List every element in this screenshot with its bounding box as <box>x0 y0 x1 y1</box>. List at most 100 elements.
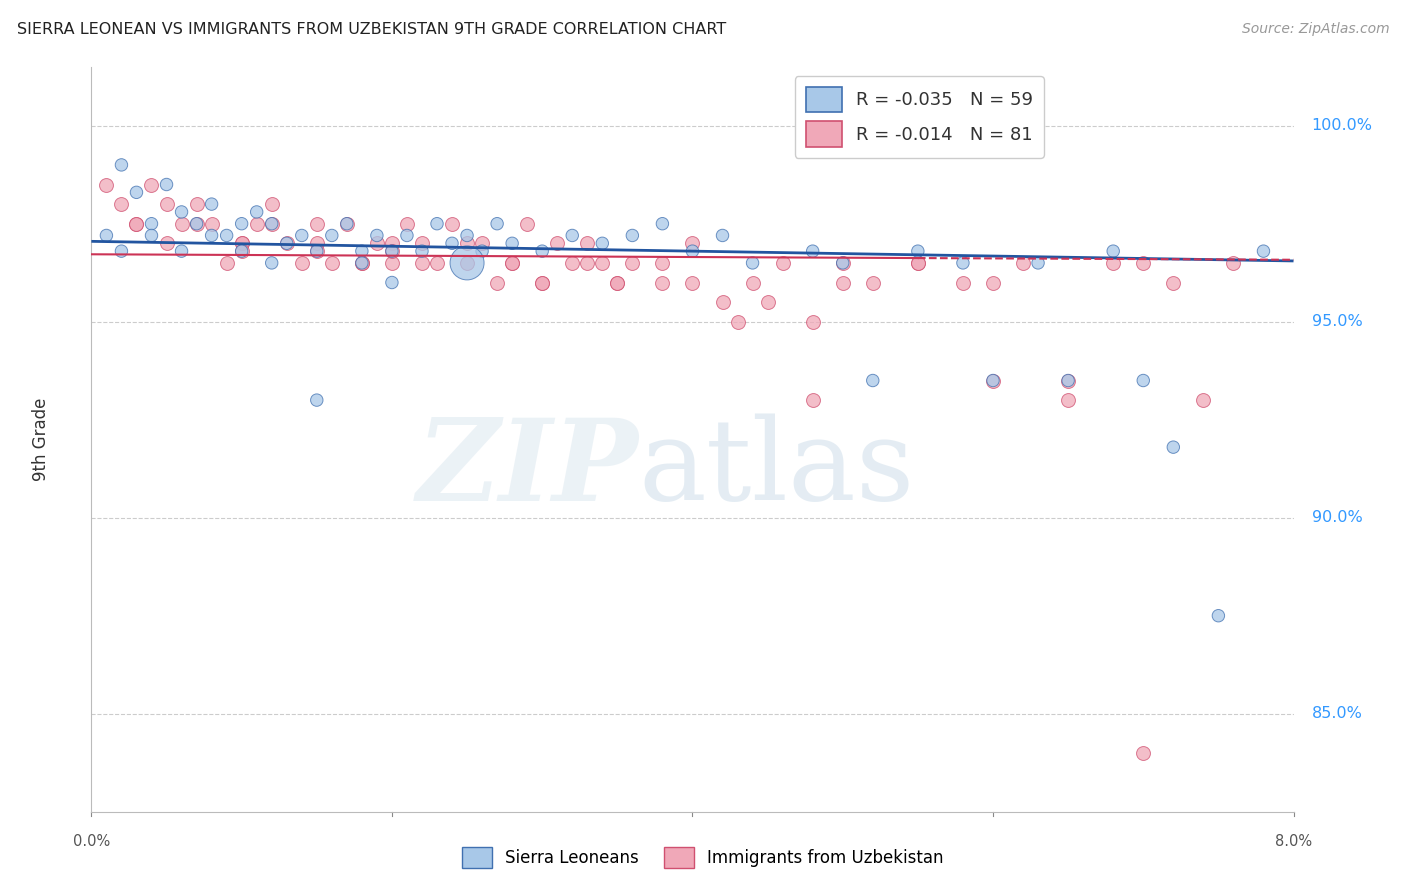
Point <box>395 228 418 243</box>
Point <box>141 217 163 231</box>
Point <box>681 236 703 251</box>
Point <box>215 256 238 270</box>
Text: atlas: atlas <box>638 414 915 524</box>
Point <box>291 256 314 270</box>
Point <box>981 276 1004 290</box>
Point <box>201 197 224 211</box>
Point <box>681 244 703 259</box>
Point <box>456 228 478 243</box>
Point <box>907 256 929 270</box>
Point <box>381 276 404 290</box>
Point <box>1102 256 1125 270</box>
Point <box>1057 374 1080 388</box>
Point <box>110 158 132 172</box>
Point <box>1192 393 1215 408</box>
Point <box>336 217 359 231</box>
Point <box>125 217 148 231</box>
Text: 8.0%: 8.0% <box>1275 834 1312 849</box>
Point <box>170 244 193 259</box>
Point <box>170 205 193 219</box>
Point <box>1132 256 1154 270</box>
Point <box>291 228 314 243</box>
Point <box>1012 256 1035 270</box>
Point <box>125 217 148 231</box>
Point <box>741 256 763 270</box>
Point <box>276 236 298 251</box>
Point <box>1161 276 1184 290</box>
Point <box>561 228 583 243</box>
Point <box>606 276 628 290</box>
Point <box>411 236 433 251</box>
Point <box>576 236 599 251</box>
Point <box>260 256 283 270</box>
Point <box>155 197 177 211</box>
Point <box>336 217 359 231</box>
Point <box>681 276 703 290</box>
Point <box>350 256 373 270</box>
Point <box>260 217 283 231</box>
Point <box>831 256 853 270</box>
Point <box>546 236 568 251</box>
Point <box>381 256 404 270</box>
Text: 95.0%: 95.0% <box>1312 314 1362 329</box>
Point <box>440 236 463 251</box>
Point <box>952 276 974 290</box>
Point <box>231 236 253 251</box>
Point <box>305 236 328 251</box>
Point <box>246 205 269 219</box>
Text: 90.0%: 90.0% <box>1312 510 1362 525</box>
Point <box>621 228 644 243</box>
Point <box>651 256 673 270</box>
Point <box>231 236 253 251</box>
Point <box>155 178 177 192</box>
Point <box>170 217 193 231</box>
Point <box>591 256 613 270</box>
Point <box>186 217 208 231</box>
Point <box>141 228 163 243</box>
Point <box>831 256 853 270</box>
Point <box>801 315 824 329</box>
Point <box>531 244 554 259</box>
Point <box>471 236 494 251</box>
Point <box>1208 608 1230 623</box>
Point <box>741 276 763 290</box>
Point <box>155 236 177 251</box>
Point <box>125 186 148 200</box>
Point <box>276 236 298 251</box>
Point <box>1132 746 1154 760</box>
Point <box>516 217 538 231</box>
Point <box>862 374 884 388</box>
Text: 0.0%: 0.0% <box>73 834 110 849</box>
Point <box>1222 256 1244 270</box>
Point <box>440 217 463 231</box>
Point <box>772 256 794 270</box>
Point <box>110 244 132 259</box>
Point <box>186 197 208 211</box>
Point <box>831 276 853 290</box>
Point <box>486 217 509 231</box>
Point <box>727 315 749 329</box>
Text: 85.0%: 85.0% <box>1312 706 1362 722</box>
Point <box>561 256 583 270</box>
Point <box>395 217 418 231</box>
Point <box>201 228 224 243</box>
Point <box>246 217 269 231</box>
Point <box>651 276 673 290</box>
Point <box>381 236 404 251</box>
Point <box>801 244 824 259</box>
Point <box>471 244 494 259</box>
Point <box>305 393 328 408</box>
Text: 100.0%: 100.0% <box>1312 119 1372 133</box>
Point <box>711 228 734 243</box>
Point <box>862 276 884 290</box>
Point <box>456 256 478 270</box>
Text: Source: ZipAtlas.com: Source: ZipAtlas.com <box>1241 22 1389 37</box>
Point <box>621 256 644 270</box>
Point <box>231 244 253 259</box>
Point <box>486 276 509 290</box>
Point <box>260 197 283 211</box>
Point <box>1161 440 1184 454</box>
Point <box>215 228 238 243</box>
Point <box>426 217 449 231</box>
Point <box>321 228 343 243</box>
